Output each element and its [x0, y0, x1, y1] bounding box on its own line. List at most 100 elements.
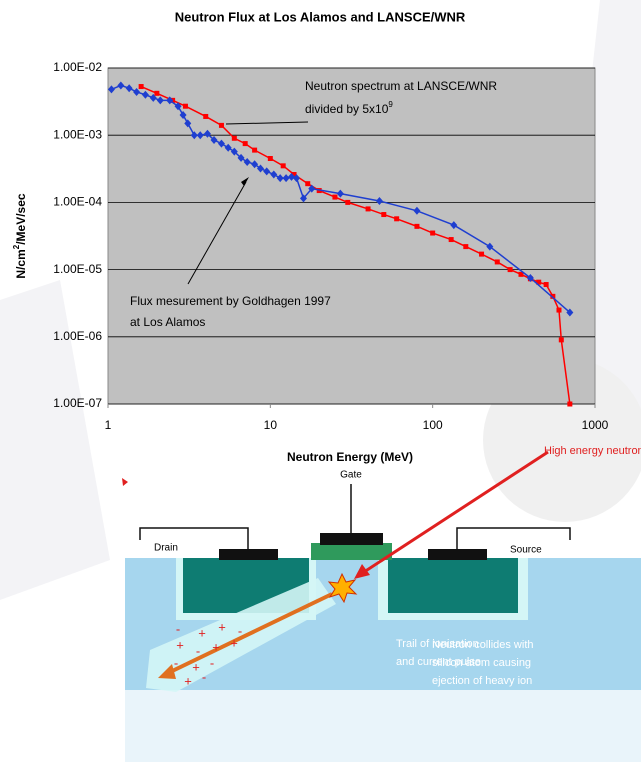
- annotation-arrow: [187, 181, 247, 285]
- source-label: Source: [510, 545, 542, 556]
- annotation-text: 9: [388, 100, 393, 109]
- marker: [414, 223, 420, 229]
- marker: [203, 129, 211, 138]
- marker: [190, 131, 198, 140]
- diagram: Gate Drain Source High energy neutron Trail …: [122, 445, 641, 762]
- marker: [263, 167, 271, 176]
- neutron-label: High energy neutron: [544, 445, 641, 457]
- y-axis-label-part: 2: [12, 244, 21, 249]
- charge-sign: +: [218, 619, 226, 634]
- marker: [299, 194, 307, 203]
- annotation: Neutron spectrum at LANSCE/WNR: [305, 79, 497, 93]
- charge-sign: -: [238, 623, 242, 638]
- marker: [280, 163, 286, 169]
- marker: [450, 221, 458, 230]
- y-axis-label-part: N/cm: [14, 249, 28, 278]
- trail-label: Trail of ionisation: [396, 638, 479, 650]
- y-axis-label-part: /MeV/sec: [14, 193, 28, 245]
- reflection: [125, 690, 641, 762]
- marker: [287, 172, 295, 181]
- y-tick-label: 1.00E-07: [53, 396, 102, 410]
- marker: [293, 174, 301, 183]
- annotation: Flux mesurement by Goldhagen 1997: [130, 294, 331, 308]
- marker: [507, 267, 513, 273]
- source-region: [388, 558, 518, 613]
- marker: [252, 147, 258, 153]
- marker: [242, 141, 248, 147]
- marker: [486, 242, 494, 251]
- gate-contact: [320, 533, 383, 545]
- charge-sign: +: [184, 673, 192, 688]
- marker: [282, 174, 290, 183]
- x-tick-label: 10: [264, 418, 278, 432]
- charge-sign: -: [210, 655, 214, 670]
- marker: [276, 174, 284, 183]
- y-tick-label: 1.00E-06: [53, 329, 102, 343]
- ion-trail: [146, 578, 336, 692]
- gate-oxide: [311, 543, 392, 560]
- marker: [154, 90, 160, 96]
- marker: [518, 271, 524, 277]
- marker: [149, 93, 157, 102]
- marker: [494, 259, 500, 265]
- marker: [305, 181, 311, 187]
- drain-label: Drain: [154, 543, 178, 554]
- marker: [182, 103, 188, 109]
- y-tick-label: 1.00E-03: [53, 127, 102, 141]
- marker: [125, 84, 133, 93]
- annotation-text: Neutron spectrum at LANSCE/WNR: [305, 79, 497, 93]
- marker: [224, 143, 232, 152]
- marker: [203, 113, 209, 119]
- marker: [345, 199, 351, 205]
- annotation: divided by 5x109: [305, 100, 393, 116]
- marker: [463, 244, 469, 250]
- marker: [479, 251, 485, 257]
- y-axis-label: N/cm2/MeV/sec: [12, 193, 28, 278]
- marker: [448, 237, 454, 243]
- backdrop: [0, 280, 110, 600]
- marker: [543, 282, 549, 288]
- marker: [138, 84, 144, 90]
- marker: [566, 308, 574, 317]
- marker: [270, 170, 278, 179]
- plot: 1.00E-07 1.00E-06 1.00E-05 1.00E-04 1.00E-03…: [12, 60, 609, 432]
- annotation: at Los Alamos: [130, 315, 205, 329]
- x-tick-label: 1: [105, 418, 112, 432]
- marker: [179, 110, 187, 119]
- marker: [365, 206, 371, 212]
- marker: [237, 153, 245, 162]
- marker: [332, 194, 338, 200]
- annotation-arrow-head: [241, 177, 249, 186]
- marker: [526, 273, 534, 282]
- plot-area: [107, 67, 596, 405]
- marker: [413, 206, 421, 215]
- drain-wire: [139, 527, 249, 549]
- marker: [336, 189, 344, 198]
- marker: [251, 160, 259, 169]
- drain-contact: [219, 549, 278, 560]
- marker: [156, 96, 164, 105]
- charge-sign: +: [198, 625, 206, 640]
- marker: [166, 96, 174, 105]
- y-tick-label: 1.00E-02: [53, 60, 102, 74]
- x-axis-label: Neutron Energy (MeV): [287, 450, 413, 464]
- marker: [231, 135, 237, 141]
- marker: [291, 172, 297, 178]
- mark: [122, 478, 128, 486]
- gate-label: Gate: [340, 470, 362, 481]
- marker: [381, 212, 387, 218]
- marker: [394, 216, 400, 222]
- ion-arrow: [165, 592, 333, 676]
- charge-sign: -: [174, 655, 178, 670]
- marker: [375, 196, 383, 205]
- marker: [550, 293, 556, 299]
- marker: [133, 87, 141, 96]
- marker: [267, 156, 273, 162]
- collision-label: ejection of heavy ion: [432, 675, 532, 687]
- x-tick-label: 1000: [582, 418, 609, 432]
- charge-sign: +: [192, 659, 200, 674]
- collision-label: Neutron collides with: [432, 639, 534, 651]
- charge-sign: -: [176, 621, 180, 636]
